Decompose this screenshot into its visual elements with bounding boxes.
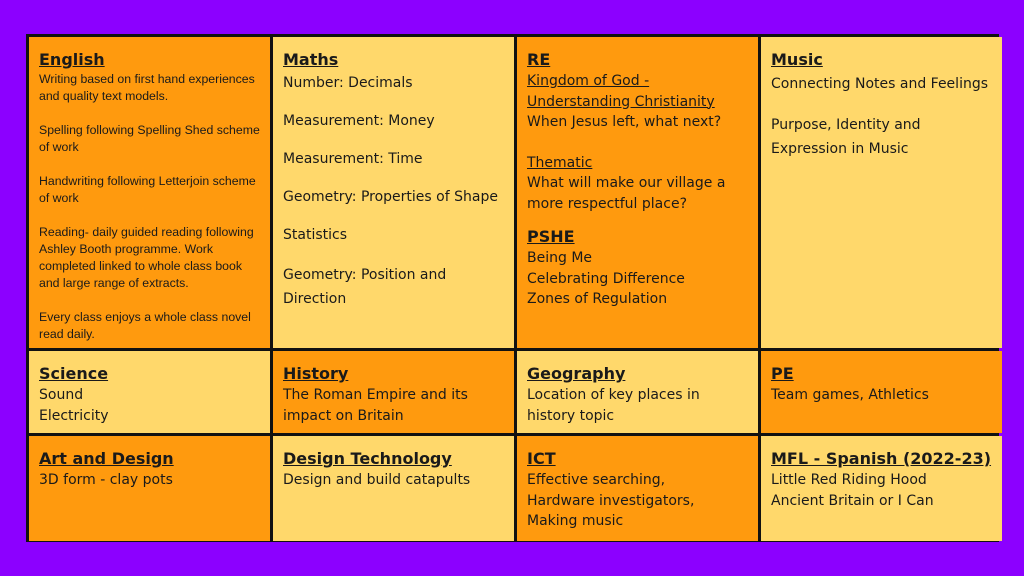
music-title: Music — [771, 50, 823, 69]
english-cell: English Writing based on first hand expe… — [29, 37, 270, 348]
pe-title: PE — [771, 364, 794, 383]
re-title: RE — [527, 50, 551, 69]
maths-item: Statistics — [283, 227, 347, 243]
maths-cell: Maths Number: Decimals Measurement: Mone… — [273, 37, 514, 348]
dt-cell: Design Technology Design and build catap… — [273, 436, 514, 541]
re-topic: Kingdom of God - — [527, 73, 650, 89]
english-handwriting: Handwriting following Letterjoin scheme … — [39, 174, 256, 205]
mfl-item: Ancient Britain or I Can — [771, 492, 934, 509]
english-title: English — [39, 50, 105, 69]
english-reading: Reading- daily guided reading following … — [39, 225, 254, 290]
re-question: When Jesus left, what next? — [527, 114, 722, 130]
maths-item: Measurement: Money — [283, 113, 435, 129]
science-cell: Science Sound Electricity — [29, 351, 270, 433]
history-title: History — [283, 364, 349, 383]
art-cell: Art and Design 3D form - clay pots — [29, 436, 270, 541]
history-cell: History The Roman Empire and its impact … — [273, 351, 514, 433]
pshe-title: PSHE — [527, 227, 575, 246]
pe-text: Team games, Athletics — [771, 387, 929, 403]
science-title: Science — [39, 364, 109, 383]
music-line: Connecting Notes and Feelings — [771, 76, 989, 92]
geography-title: Geography — [527, 364, 626, 383]
dt-text: Design and build catapults — [283, 472, 471, 488]
re-cell: RE Kingdom of God - Understanding Christ… — [517, 37, 758, 348]
mfl-cell: MFL - Spanish (2022-23) Little Red Ridin… — [761, 436, 1002, 541]
english-spelling: Spelling following Spelling Shed scheme … — [39, 123, 260, 154]
art-text: 3D form - clay pots — [39, 472, 173, 488]
maths-item: Geometry: Properties of Shape — [283, 189, 498, 205]
ict-cell: ICT Effective searching, Hardware invest… — [517, 436, 758, 541]
re-topic-sub: Understanding Christianity — [527, 93, 715, 110]
curriculum-grid: English Writing based on first hand expe… — [26, 34, 1002, 542]
mfl-title: MFL - Spanish (2022-23) — [771, 449, 992, 468]
maths-item: Geometry: Position and Direction — [283, 267, 447, 307]
pshe-item: Celebrating Difference — [527, 270, 685, 287]
geography-cell: Geography Location of key places in hist… — [517, 351, 758, 433]
pshe-item: Zones of Regulation — [527, 291, 668, 307]
maths-item: Measurement: Time — [283, 151, 423, 167]
english-writing: Writing based on first hand experiences … — [39, 72, 255, 103]
art-title: Art and Design — [39, 449, 174, 468]
geography-text: Location of key places in history topic — [527, 387, 700, 424]
pshe-item: Being Me — [527, 250, 593, 266]
ict-title: ICT — [527, 449, 556, 468]
history-text: The Roman Empire and its impact on Brita… — [283, 387, 468, 424]
maths-title: Maths — [283, 50, 339, 69]
english-novel: Every class enjoys a whole class novel r… — [39, 310, 251, 341]
ict-item: Hardware investigators, — [527, 492, 695, 509]
pe-cell: PE Team games, Athletics — [761, 351, 1002, 433]
mfl-item: Little Red Riding Hood — [771, 472, 927, 488]
science-item: Sound — [39, 387, 84, 403]
music-cell: Music Connecting Notes and Feelings Purp… — [761, 37, 1002, 348]
ict-item: Effective searching, — [527, 472, 666, 488]
thematic-question: What will make our village a more respec… — [527, 175, 726, 212]
maths-item: Number: Decimals — [283, 75, 413, 91]
music-line: Purpose, Identity and Expression in Musi… — [771, 116, 921, 157]
dt-title: Design Technology — [283, 449, 452, 468]
ict-item: Making music — [527, 513, 624, 529]
science-item: Electricity — [39, 407, 109, 424]
thematic-title: Thematic — [527, 154, 593, 171]
